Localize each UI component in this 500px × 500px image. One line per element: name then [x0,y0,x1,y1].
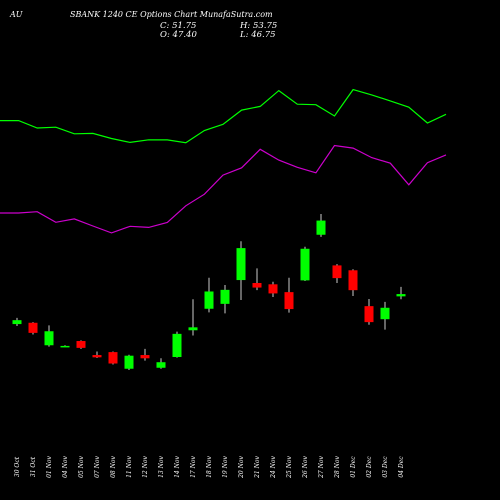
candle-body-down [252,282,262,288]
x-tick-label: 24 Nov [270,455,277,478]
candle-body-down [268,284,278,294]
candle-body-down [332,265,342,279]
candle-body-down [284,292,294,310]
candle-body-up [300,248,310,281]
candle [140,348,150,361]
x-tick-label: 12 Nov [142,455,149,477]
candle-body-down [108,352,118,364]
candle [12,317,22,327]
candle [300,246,310,282]
candle-body-down [364,306,374,323]
candle-body-up [124,355,134,369]
high-value: H: 53.75 [240,21,278,31]
candle [236,241,246,300]
x-tick-label: 26 Nov [302,455,309,478]
candle [348,269,358,297]
x-tick-label: 11 Nov [126,455,133,477]
x-tick-label: 20 Nov [238,455,245,478]
candle-body-up [316,220,326,235]
candle [316,214,326,237]
candle [284,277,294,313]
x-tick-label: 01 Dec [350,456,357,478]
candle-body-up [396,294,406,297]
x-tick-label: 03 Dec [382,456,389,478]
x-tick-label: 18 Nov [206,455,213,477]
candle [92,351,102,358]
x-tick-label: 04 Dec [398,456,405,478]
candle [108,351,118,365]
close-value: C: 51.75 [160,21,197,31]
x-tick-label: 08 Nov [110,455,117,477]
candle-body-up [188,327,198,331]
x-tick-label: 05 Nov [78,455,85,477]
candle [188,299,198,336]
candle-body-up [172,333,182,357]
candle [60,345,70,348]
candle-body-up [60,345,70,348]
x-tick-label: 27 Nov [318,455,325,478]
candle [268,281,278,298]
candle-body-up [12,320,22,325]
chart-title: SBANK 1240 CE Options Chart MunafaSutra.… [70,10,273,19]
x-tick-label: 19 Nov [222,455,229,477]
candle-body-down [348,270,358,291]
x-tick-label: 25 Nov [286,455,293,478]
candle-body-up [380,307,390,320]
x-tick-label: 01 Nov [46,455,53,477]
candle [172,331,182,358]
candle [44,325,54,347]
indicator-line-1 [0,88,447,144]
candle [124,354,134,371]
candle [204,277,214,313]
candle [220,284,230,314]
x-tick-label: 21 Nov [254,455,261,478]
x-tick-label: 14 Nov [174,455,181,477]
indicator-lines [0,88,447,234]
candle-body-down [28,322,38,333]
candle-body-up [156,362,166,368]
candle-body-down [92,355,102,358]
candle [28,322,38,335]
x-tick-label: 31 Oct [30,456,37,477]
candle [380,301,390,330]
candle [252,268,262,291]
candle [364,298,374,325]
x-tick-label: 13 Nov [158,455,165,477]
candle [76,340,86,349]
x-tick-label: 28 Nov [334,455,341,478]
candle [156,358,166,369]
x-tick-label: 02 Dec [366,456,373,478]
x-axis-labels: 30 Oct 31 Oct 01 Nov 04 Nov 05 Nov 07 Nov 08 N… [14,455,405,478]
x-tick-label: 07 Nov [94,455,101,477]
indicator-line-2 [0,144,447,234]
candle [332,264,342,283]
open-value: O: 47.40 [160,30,197,40]
candle-body-down [76,341,86,348]
candle-body-up [220,289,230,304]
ticker-label: AU [10,10,23,19]
candle-body-up [44,331,54,346]
x-tick-label: 30 Oct [14,456,21,477]
candle-body-up [204,291,214,309]
candles [12,214,406,371]
x-tick-label: 04 Nov [62,455,69,477]
low-value: L: 46.75 [240,30,276,40]
candle [396,286,406,300]
candle-body-down [140,355,150,359]
x-tick-label: 17 Nov [190,455,197,477]
candle-body-up [236,248,246,281]
